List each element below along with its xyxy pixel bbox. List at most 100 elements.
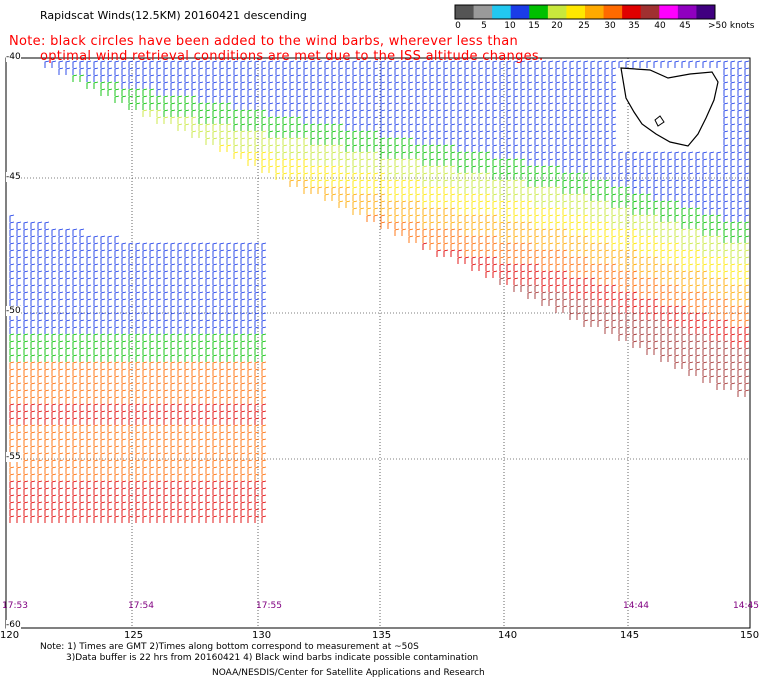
wind-barb [744, 270, 750, 278]
wind-barb [65, 235, 71, 243]
time-label-1754: 17:54 [128, 601, 154, 611]
wind-barb [513, 235, 519, 243]
wind-barb [485, 95, 491, 103]
wind-barb [394, 130, 400, 138]
wind-barb [744, 214, 750, 222]
wind-barb [191, 417, 197, 425]
wind-barb [597, 214, 603, 222]
wind-barb [142, 487, 148, 495]
wind-barb [597, 200, 603, 208]
wind-barb [408, 137, 414, 145]
wind-barb [429, 242, 435, 250]
wind-barb [163, 438, 169, 446]
wind-barb [618, 214, 624, 222]
wind-barb [58, 438, 64, 446]
wind-barb [744, 354, 750, 362]
wind-barb [464, 109, 470, 117]
wind-barb [653, 186, 659, 194]
wind-barb [744, 277, 750, 285]
wind-barb [611, 207, 617, 215]
wind-barb [16, 228, 22, 236]
wind-barb [653, 179, 659, 187]
scale-swatch [547, 5, 567, 19]
scale-label: 45 [679, 21, 691, 31]
wind-barb [723, 333, 729, 341]
wind-barb [289, 172, 295, 180]
wind-barb [737, 67, 743, 75]
wind-barb [261, 361, 267, 369]
wind-barb [86, 403, 92, 411]
wind-barb [261, 424, 267, 432]
wind-barb [261, 284, 267, 292]
wind-barb [121, 347, 127, 355]
wind-barb [303, 95, 309, 103]
wind-barb [737, 137, 743, 145]
wind-barb [268, 116, 274, 124]
wind-barb [114, 326, 120, 334]
wind-barb [191, 74, 197, 82]
wind-barb [520, 235, 526, 243]
wind-barb [114, 438, 120, 446]
wind-barb [247, 284, 253, 292]
wind-barb [702, 305, 708, 313]
wind-barb [23, 263, 29, 271]
wind-barb [247, 123, 253, 131]
wind-barb [611, 298, 617, 306]
wind-barb [254, 424, 260, 432]
wind-barb [310, 95, 316, 103]
wind-barb [611, 95, 617, 103]
wind-barb [513, 151, 519, 159]
wind-barb [247, 60, 253, 68]
wind-barb [380, 123, 386, 131]
scale-swatch [603, 5, 623, 19]
wind-barb [254, 361, 260, 369]
wind-barb [58, 473, 64, 481]
wind-barb [156, 312, 162, 320]
wind-barb [604, 74, 610, 82]
wind-barb [548, 256, 554, 264]
wind-barb [492, 221, 498, 229]
wind-barb [709, 228, 715, 236]
wind-barb [72, 347, 78, 355]
wind-barb [212, 277, 218, 285]
wind-barb [100, 431, 106, 439]
wind-barb [37, 417, 43, 425]
wind-barb [282, 137, 288, 145]
wind-barb [541, 95, 547, 103]
wind-barb [723, 256, 729, 264]
wind-barb [730, 81, 736, 89]
wind-barb [65, 347, 71, 355]
wind-barb [107, 424, 113, 432]
wind-barb [86, 74, 92, 82]
wind-barb [716, 151, 722, 159]
wind-barb [44, 277, 50, 285]
wind-barb [170, 95, 176, 103]
wind-barb [93, 389, 99, 397]
wind-barb [212, 137, 218, 145]
wind-barb [261, 137, 267, 145]
wind-barb [310, 102, 316, 110]
wind-barb [604, 221, 610, 229]
wind-barb [702, 263, 708, 271]
wind-barb [457, 186, 463, 194]
wind-barb [191, 102, 197, 110]
wind-barb [506, 109, 512, 117]
wind-barb [506, 144, 512, 152]
wind-barb [226, 431, 232, 439]
wind-barb [226, 284, 232, 292]
wind-barb [639, 277, 645, 285]
wind-barb [44, 368, 50, 376]
wind-barb [142, 270, 148, 278]
wind-barb [625, 221, 631, 229]
wind-barb [639, 249, 645, 257]
wind-barb [100, 501, 106, 509]
wind-barb [254, 116, 260, 124]
wind-barb [352, 95, 358, 103]
wind-barb [422, 214, 428, 222]
wind-barb [744, 179, 750, 187]
wind-barb [170, 319, 176, 327]
wind-barb [79, 459, 85, 467]
wind-barb [499, 60, 505, 68]
wind-barb [618, 235, 624, 243]
wind-barb [205, 88, 211, 96]
